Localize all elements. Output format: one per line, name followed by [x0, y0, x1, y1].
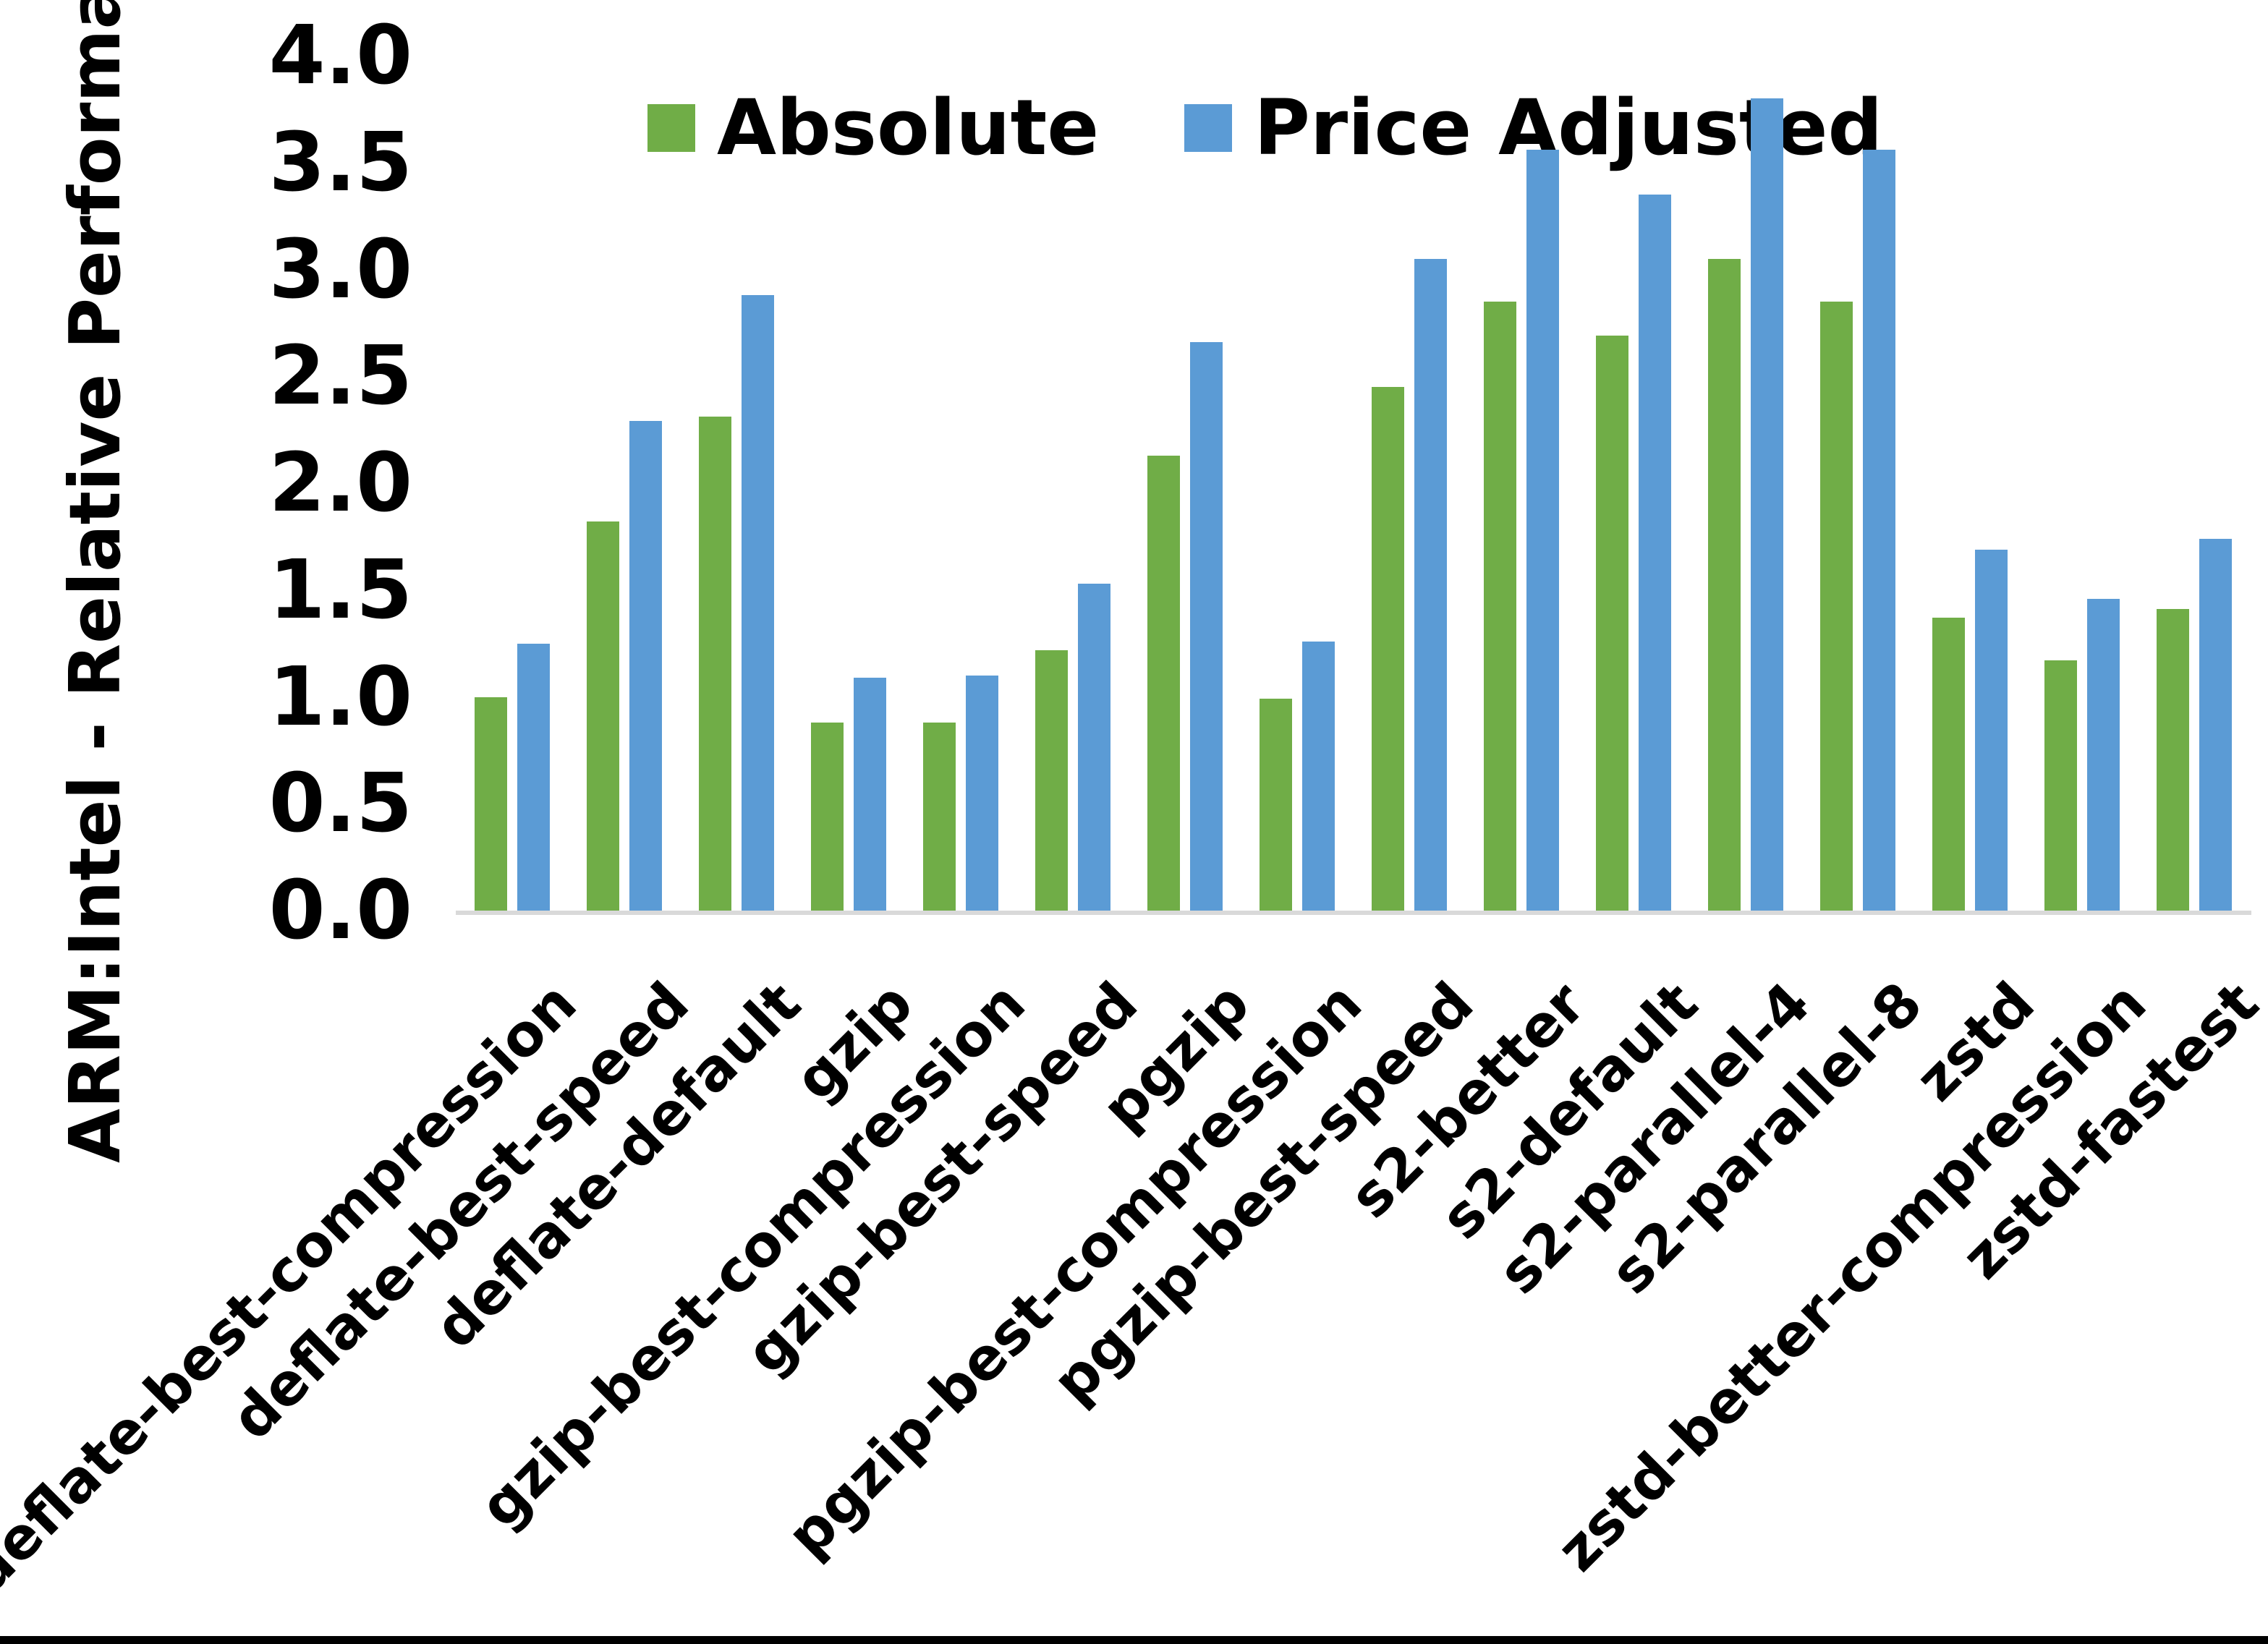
legend: Absolute Price Adjusted [647, 88, 1882, 168]
bar-absolute-gzip-best-compression [922, 722, 956, 911]
y-axis-title: ARM:Intel - Relative Performance [54, 0, 136, 1163]
bar-price-adjusted-pgzip-best-compression [1301, 641, 1335, 911]
legend-swatch-icon [1184, 104, 1233, 152]
bar-price-adjusted-zstd-fastest [2199, 538, 2232, 911]
bar-price-adjusted-gzip [853, 677, 886, 911]
legend-item-absolute: Absolute [647, 88, 1099, 168]
y-tick-label: 3.0 [268, 222, 412, 317]
bar-price-adjusted-gzip-best-compression [965, 675, 998, 911]
bar-price-adjusted-zstd-better-compression [2086, 598, 2120, 911]
y-tick-label: 3.5 [268, 115, 412, 210]
bar-absolute-deflate-default [698, 417, 731, 911]
bar-absolute-s2-parallel-8 [1819, 301, 1853, 911]
bar-absolute-pgzip-best-compression [1259, 699, 1292, 911]
bar-absolute-s2-better [1483, 301, 1516, 911]
bar-absolute-s2-parallel-4 [1707, 258, 1741, 911]
bar-price-adjusted-s2-parallel-4 [1750, 98, 1783, 911]
legend-label: Price Adjusted [1254, 83, 1883, 172]
bar-price-adjusted-zstd [1974, 549, 2008, 911]
bottom-border [0, 1636, 2268, 1644]
x-axis-line [456, 911, 2251, 915]
y-tick-label: 0.0 [268, 864, 412, 958]
bar-absolute-pgzip-best-speed [1371, 387, 1404, 911]
legend-label: Absolute [717, 83, 1100, 172]
bar-absolute-gzip [810, 722, 844, 911]
bar-price-adjusted-s2-default [1638, 195, 1671, 911]
bar-absolute-pgzip [1147, 455, 1180, 911]
bar-absolute-gzip-best-speed [1035, 649, 1068, 911]
y-tick-label: 0.5 [268, 757, 412, 851]
y-tick-label: 4.0 [268, 9, 412, 103]
y-tick-label: 2.5 [268, 329, 412, 424]
y-tick-label: 1.0 [268, 649, 412, 744]
bar-price-adjusted-pgzip [1189, 341, 1223, 911]
bar-price-adjusted-deflate-best-speed [629, 421, 662, 911]
bar-price-adjusted-deflate-default [741, 294, 774, 911]
bar-absolute-deflate-best-speed [586, 521, 619, 911]
legend-swatch-icon [647, 104, 695, 152]
y-tick-label: 2.0 [268, 436, 412, 530]
bar-price-adjusted-deflate-best-compression [517, 643, 550, 911]
bar-price-adjusted-s2-parallel-8 [1862, 150, 1895, 911]
bar-absolute-zstd [1932, 618, 1965, 911]
bar-price-adjusted-pgzip-best-speed [1414, 258, 1447, 911]
bar-absolute-zstd-better-compression [2044, 660, 2077, 911]
bar-absolute-s2-default [1595, 336, 1628, 911]
bar-absolute-zstd-fastest [2156, 609, 2189, 911]
bar-absolute-deflate-best-compression [474, 697, 507, 911]
bar-price-adjusted-s2-better [1526, 150, 1559, 911]
bar-price-adjusted-gzip-best-speed [1077, 583, 1110, 911]
y-tick-label: 1.5 [268, 542, 412, 637]
